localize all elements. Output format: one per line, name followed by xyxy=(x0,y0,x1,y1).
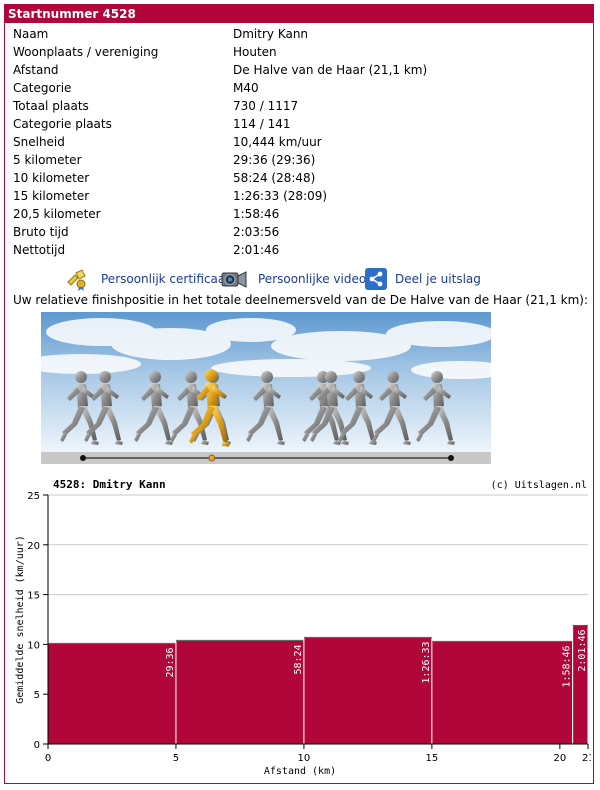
speed-chart: 4528: Dmitry Kann (c) Uitslagen.nl 0 5 10 15 2… xyxy=(9,475,595,780)
info-label: Bruto tijd xyxy=(13,225,69,239)
share-icon[interactable] xyxy=(365,267,389,291)
y-tick-label: 20 xyxy=(27,541,40,552)
info-label: 15 kilometer xyxy=(13,189,90,203)
info-label: 5 kilometer xyxy=(13,153,82,167)
info-label: Woonplaats / vereniging xyxy=(13,45,159,59)
y-axis-label: Gemiddelde snelheid (km/uur) xyxy=(15,535,26,704)
page-title: Startnummer 4528 xyxy=(5,5,593,23)
clouds xyxy=(21,318,511,379)
info-label: 20,5 kilometer xyxy=(13,207,101,221)
speed-bar xyxy=(431,640,574,745)
info-label: Categorie xyxy=(13,81,72,95)
split-time-label: 1:26:33 xyxy=(421,641,432,683)
y-tick-label: 25 xyxy=(27,491,40,502)
x-tick-label: 5 xyxy=(173,753,179,764)
y-tick-label: 0 xyxy=(34,740,40,751)
x-tick-label: 15 xyxy=(426,753,439,764)
finish-position-marker xyxy=(208,454,216,462)
info-label: Categorie plaats xyxy=(13,117,112,131)
info-label: Totaal plaats xyxy=(13,99,89,113)
x-tick-label: 20 xyxy=(553,753,566,764)
x-axis-label: Afstand (km) xyxy=(264,766,336,777)
info-value: Houten xyxy=(233,45,277,59)
speed-bar xyxy=(175,639,305,745)
info-value: Dmitry Kann xyxy=(233,27,309,41)
result-panel: Startnummer 4528 Naam Dmitry Kann Woonplaa… xyxy=(4,4,595,784)
info-label: Snelheid xyxy=(13,135,65,149)
certificate-icon[interactable] xyxy=(65,267,89,291)
last-place-dot xyxy=(448,455,454,461)
info-value: De Halve van de Haar (21,1 km) xyxy=(233,63,428,77)
info-label: Nettotijd xyxy=(13,243,66,257)
x-tick-label: 10 xyxy=(298,753,311,764)
finish-position-caption: Uw relatieve finishpositie in het totale… xyxy=(13,293,589,307)
info-label: Afstand xyxy=(13,63,59,77)
info-value: 114 / 141 xyxy=(233,117,291,131)
y-tick-label: 5 xyxy=(34,690,40,701)
x-tick-label: 0 xyxy=(45,753,51,764)
info-value: 1:58:46 xyxy=(233,207,280,221)
certificate-link[interactable]: Persoonlijk certificaat xyxy=(101,272,230,286)
speed-bar xyxy=(47,642,177,745)
chart-title: 4528: Dmitry Kann xyxy=(53,478,166,491)
info-value: 10,444 km/uur xyxy=(233,135,322,149)
chart-credit: (c) Uitslagen.nl xyxy=(491,480,587,491)
info-value: 730 / 1117 xyxy=(233,99,299,113)
split-time-label: 58:24 xyxy=(293,644,304,674)
info-value: 1:26:33 (28:09) xyxy=(233,189,328,203)
video-camera-icon[interactable] xyxy=(221,267,247,291)
info-value: 2:01:46 xyxy=(233,243,280,257)
info-value: M40 xyxy=(233,81,259,95)
info-label: 10 kilometer xyxy=(13,171,90,185)
y-tick-label: 15 xyxy=(27,591,40,602)
speed-bar xyxy=(303,636,433,745)
share-link[interactable]: Deel je uitslag xyxy=(395,272,481,286)
info-value: 29:36 (29:36) xyxy=(233,153,316,167)
video-link[interactable]: Persoonlijke video xyxy=(258,272,367,286)
info-value: 58:24 (28:48) xyxy=(233,171,316,185)
info-value: 2:03:56 xyxy=(233,225,280,239)
info-label: Naam xyxy=(13,27,49,41)
x-tick-label: 21 xyxy=(582,753,591,764)
y-tick-label: 10 xyxy=(27,640,40,651)
first-place-dot xyxy=(80,455,86,461)
split-time-label: 1:58:46 xyxy=(562,645,573,687)
finish-position-visual xyxy=(21,312,511,464)
split-time-label: 29:36 xyxy=(165,647,176,677)
split-time-label: 2:01:46 xyxy=(577,629,588,671)
